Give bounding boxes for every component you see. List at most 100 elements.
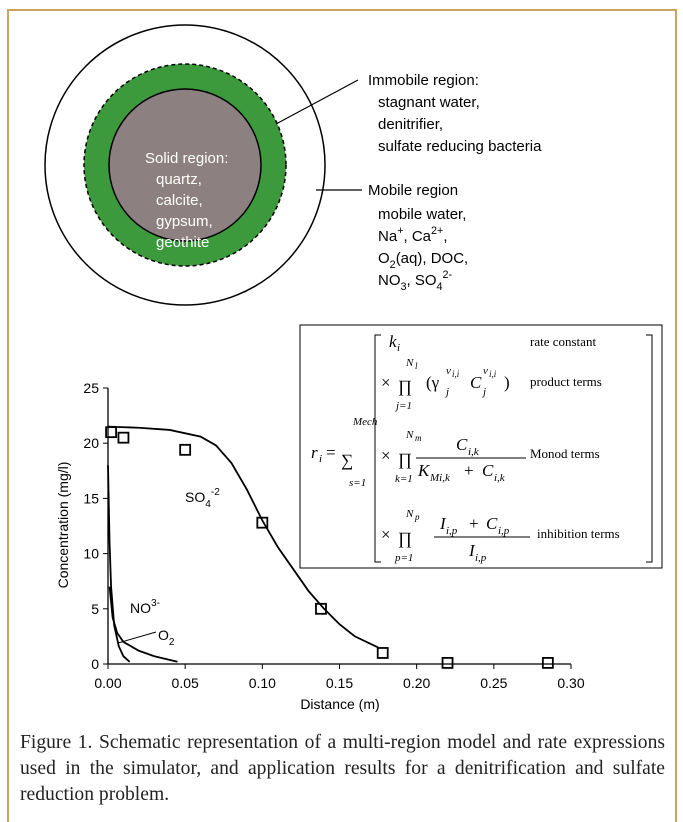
y-tick-label: 15 [83,490,99,506]
eq-symbol: N [405,429,414,441]
equation-box [299,324,663,569]
eq-symbol: j=1 [394,400,412,412]
eq-symbol: × [381,373,391,392]
eq-symbol: I [468,541,476,560]
y-tick-label: 0 [91,656,99,672]
text-part: 3 [401,281,407,293]
eq-symbol: ) [504,373,510,392]
eq-symbol: I [439,514,447,533]
eq-symbol: C [482,461,494,480]
x-tick-label: 0.20 [403,675,430,691]
eq-symbol: i,i [489,369,497,379]
immobile-title: Immobile region: [368,72,479,89]
solid-item: gypsum, [156,213,213,230]
text-part: 2+ [431,225,443,237]
eq-symbol: ∑ [341,451,353,470]
y-axis-title: Concentration (mg/l) [55,462,71,589]
solid-title: Solid region: [145,150,228,167]
text-part: 2- [443,269,453,281]
text-part: mobile water, [378,206,466,223]
eq-symbol: C [456,435,468,454]
curve [107,425,379,649]
solid-item: geothite [156,234,209,251]
eq-symbol: i [397,342,400,354]
text-part: , Ca [404,228,432,245]
eq-symbol: i,p [475,552,487,564]
mobile-item: NO3, SO42- [378,269,453,293]
eq-symbol: ∏ [398,529,412,548]
text-part: SO [185,489,205,505]
eq-symbol: i,p [498,525,510,537]
eq-symbol: j [444,386,449,398]
bracket [646,334,653,563]
text-part: 2 [390,259,396,271]
eq-symbol: K [417,461,431,480]
eq-symbol: (γ [426,373,440,392]
eq-symbol: C [486,514,498,533]
eq-symbol: s=1 [349,477,366,489]
eq-symbol: i [319,453,322,465]
data-point [105,426,117,439]
mobile-item: Na+, Ca2+, [378,225,448,245]
term-label: Monod terms [530,446,600,461]
eq-symbol: i,i [452,369,460,379]
eq-symbol: m [415,433,422,443]
text-part: , SO [407,272,437,289]
eq-symbol: × [381,525,391,544]
eq-symbol: j [481,386,486,398]
x-tick-label: 0.30 [557,675,584,691]
text-part: -2 [211,487,220,498]
data-point [376,647,389,659]
leader-line [117,631,157,644]
eq-symbol: k=1 [395,473,413,485]
eq-symbol: k [389,332,397,351]
eq-symbol: i,p [446,525,458,537]
eq-symbol: N [405,357,414,369]
immobile-item: sulfate reducing bacteria [378,138,542,155]
mobile-title: Mobile region [368,182,458,199]
data-point [117,431,130,444]
eq-symbol: Mi,k [429,472,451,484]
term-label: inhibition terms [537,526,620,541]
text-part: 4 [205,499,211,510]
eq-symbol: + [469,514,479,533]
eq-symbol: v [446,365,451,377]
curve [108,586,178,663]
eq-symbol: + [464,461,474,480]
curve [107,465,131,663]
eq-symbol: l [415,361,418,371]
curve-label: NO3- [130,598,160,616]
x-axis-title: Distance (m) [300,696,379,712]
immobile-item: stagnant water, [378,94,480,111]
text-part: (aq), DOC, [396,250,469,267]
curve-label: SO4-2 [185,487,220,510]
eq-symbol: ∏ [398,377,412,396]
chart: Distance (m) Concentration (mg/l) 0.00 0.… [55,380,585,712]
x-tick-label: 0.05 [172,675,199,691]
y-tick-label: 5 [91,601,99,617]
mobile-item: mobile water, [378,206,466,223]
term-label: product terms [530,374,602,389]
term-label: rate constant [530,334,596,349]
data-point [441,656,454,669]
y-tick-label: 20 [83,435,99,451]
text-part: + [397,225,403,237]
y-tick-label: 10 [83,546,99,562]
eq-symbol: v [483,365,488,377]
eq-symbol: ∏ [398,450,412,469]
text-part: NO [378,272,401,289]
leader-line [275,79,359,125]
text-part: , [443,228,447,245]
text-part: 3- [151,598,160,609]
eq-symbol: C [470,373,482,392]
mobile-item: O2(aq), DOC, [378,250,468,271]
eq-symbol: × [381,446,391,465]
eq-symbol: Mech [352,416,378,428]
eq-symbol: p [414,512,420,522]
caption: Figure 1. Schematic representation of a … [20,732,665,805]
eq-symbol: r [311,443,318,462]
text-part: Na [378,228,398,245]
y-tick-label: 25 [83,380,99,396]
